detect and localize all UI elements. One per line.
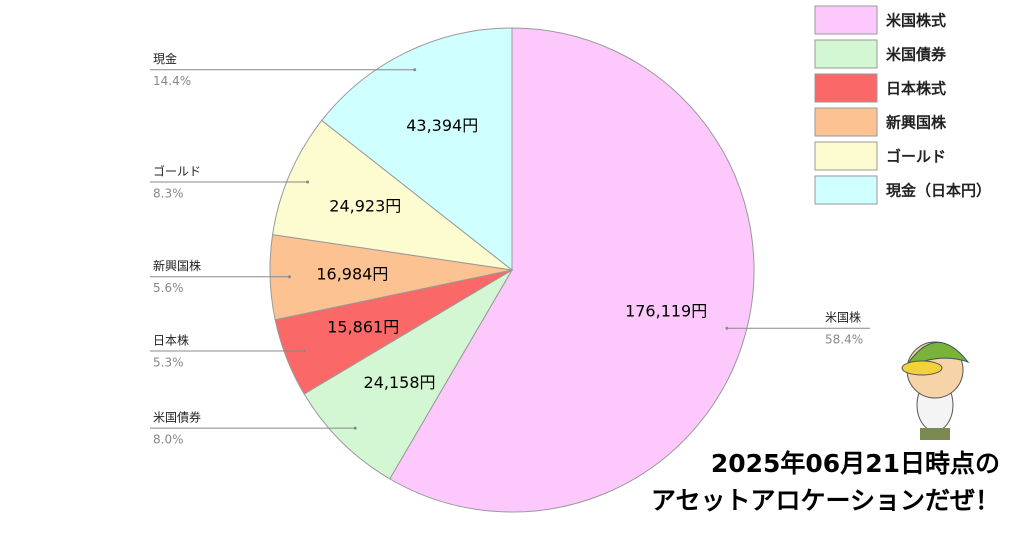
pie-slice	[272, 119, 514, 271]
annotation: 2025年06月21日時点の	[711, 449, 1000, 478]
slice-name: 現金	[153, 51, 177, 66]
leader-dot	[306, 180, 310, 184]
legend-swatch	[814, 39, 878, 69]
slice-name: 日本株	[153, 333, 189, 348]
leader-dot	[725, 326, 729, 330]
leader-dot	[413, 68, 417, 72]
value-label: 24,158円	[364, 373, 436, 392]
legend-swatch	[814, 73, 878, 103]
slice-percent: 8.0%	[153, 433, 184, 447]
slice-name: ゴールド	[153, 163, 201, 178]
pie-slice	[303, 269, 513, 480]
value-label: 43,394円	[406, 116, 478, 135]
value-label: 176,119円	[625, 301, 707, 320]
legend-label: 日本株式	[886, 80, 946, 98]
slice-percent: 5.6%	[153, 281, 184, 295]
legend-swatch	[814, 5, 878, 35]
legend-label: ゴールド	[886, 148, 946, 166]
legend-label: 米国債券	[886, 46, 947, 64]
leader-dot	[353, 426, 357, 430]
legend-label: 新興国株	[886, 114, 947, 132]
slice-name: 新興国株	[153, 258, 201, 273]
slice-name: 米国債券	[153, 410, 201, 425]
slice-percent: 5.3%	[153, 356, 184, 370]
pie-slice	[321, 27, 513, 272]
mascot-beak	[901, 360, 943, 376]
leader-dot	[287, 275, 291, 279]
leader-dot	[303, 349, 307, 353]
value-label: 15,861円	[327, 318, 399, 337]
value-label: 24,923円	[329, 196, 401, 215]
annotation: アセットアロケーションだぜ！	[651, 486, 1000, 515]
mascot-legs	[920, 428, 950, 440]
legend-label: 現金（日本円）	[886, 182, 991, 200]
legend-swatch	[814, 175, 878, 205]
slice-name: 米国株	[825, 310, 861, 325]
legend-label: 米国株式	[886, 12, 946, 30]
legend-swatch	[814, 141, 878, 171]
slice-percent: 14.4%	[153, 74, 191, 88]
slice-percent: 58.4%	[825, 333, 863, 347]
slice-percent: 8.3%	[153, 186, 184, 200]
value-label: 16,984円	[316, 264, 388, 283]
pie-slice	[389, 27, 755, 513]
mascot	[901, 341, 970, 440]
legend-swatch	[814, 107, 878, 137]
